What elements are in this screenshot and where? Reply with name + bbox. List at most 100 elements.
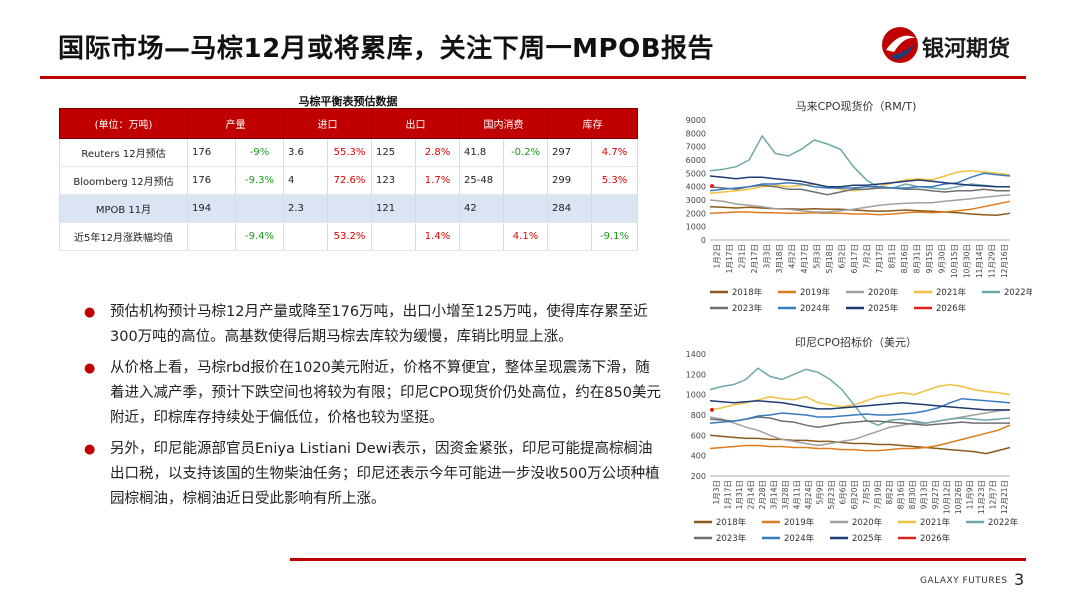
table-cell: 121: [371, 194, 416, 223]
x-tick-label: 7月2日: [862, 244, 871, 269]
table-cell: 123: [371, 166, 416, 195]
bullet-text: 预估机构预计马棕12月产量或降至176万吨，出口小增至125万吨，使得库存累至近…: [110, 304, 648, 345]
y-tick-label: 8000: [686, 129, 706, 138]
table-cell: 176: [187, 166, 236, 195]
series-line: [709, 200, 1011, 216]
row-label: 近5年12月涨跌幅均值: [59, 222, 188, 251]
chart-indonesia-cpo-svg: 印尼CPO招标价（美元） 200 400 600 800 1000 1200 1400 1月3日…: [686, 335, 1019, 544]
x-tick-label: 7月19日: [873, 480, 882, 509]
x-tick-label: 6月6日: [839, 480, 848, 505]
balance-table: (单位：万吨) 产量 进口 出口 国内消费 库存 Reuters 12月预估 1…: [59, 108, 638, 251]
y-tick-label: 9000: [686, 116, 706, 125]
x-tick-label: 8月1日: [887, 244, 896, 269]
x-tick-label: 10月15日: [950, 244, 959, 278]
table-cell: 2.3: [283, 194, 328, 223]
table-header: 进口: [283, 108, 372, 139]
table-cell-change: 1.7%: [415, 166, 460, 195]
page-number: 3: [1014, 570, 1025, 589]
x-tick-label: 9月30日: [937, 244, 946, 273]
table-cell: [283, 222, 328, 251]
y-tick-label: 400: [691, 452, 706, 461]
x-tick-label: 9月15日: [925, 244, 934, 273]
table-cell: [547, 222, 592, 251]
legend-label: 2025年: [868, 303, 899, 314]
x-tick-label: 10月30日: [962, 244, 971, 278]
series-line: [709, 175, 1010, 188]
y-tick-label: 5000: [686, 169, 706, 178]
table-cell: [459, 222, 504, 251]
bullet-text: 从价格上看，马棕rbd报价在1020美元附近，价格不算便宜，整体呈现震荡下滑，随…: [110, 360, 661, 426]
table-cell: [187, 222, 236, 251]
legend-label: 2022年: [1004, 287, 1032, 298]
series-line: [709, 424, 1011, 452]
table-cell: 4: [283, 166, 328, 195]
table-cell-change: 55.3%: [327, 138, 372, 167]
x-tick-label: 3月14日: [769, 480, 778, 509]
y-tick-label: 1000: [686, 223, 706, 232]
series-point: [710, 407, 714, 412]
bullet-item: ● 从价格上看，马棕rbd报价在1020美元附近，价格不算便宜，整体呈现震荡下滑…: [84, 356, 664, 431]
series-line: [709, 397, 1011, 424]
legend-label: 2026年: [920, 533, 951, 544]
x-tick-label: 1月3日: [712, 480, 721, 505]
table-cell: [371, 222, 416, 251]
x-tick-label: 11月14日: [975, 244, 984, 278]
table-cell-change: [503, 166, 548, 195]
page-title: 国际市场—马棕12月或将累库，关注下周一MPOB报告: [58, 34, 715, 64]
x-tick-label: 2月1日: [737, 244, 746, 269]
table-cell: 176: [187, 138, 236, 167]
x-tick-label: 11月9日: [966, 480, 975, 509]
table-cell: 41.8: [459, 138, 504, 167]
legend-label: 2025年: [852, 533, 883, 544]
legend-label: 2021年: [936, 287, 967, 298]
row-label: Bloomberg 12月预估: [59, 166, 188, 195]
x-tick-label: 6月20日: [850, 480, 859, 509]
legend-label: 2020年: [868, 287, 899, 298]
table-cell: [503, 194, 548, 223]
table-cell-change: 72.6%: [327, 166, 372, 195]
bullet-dot-icon: ●: [84, 305, 96, 320]
x-tick-label: 3月3日: [762, 244, 771, 269]
table-cell: 284: [547, 194, 592, 223]
table-row: Bloomberg 12月预估 176 -9.3% 4 72.6% 123 1.…: [59, 166, 638, 195]
table-header: 国内消费: [459, 108, 548, 139]
x-tick-label: 12月7日: [989, 480, 998, 509]
x-tick-label: 3月28日: [781, 480, 790, 509]
table-header: 库存: [547, 108, 638, 139]
bullet-dot-icon: ●: [84, 442, 96, 457]
x-tick-label: 12月21日: [1000, 480, 1009, 514]
legend-label: 2019年: [784, 517, 815, 528]
table-cell: [415, 194, 460, 223]
header-divider: [40, 76, 1026, 79]
footer-brand: GALAXY FUTURES: [920, 576, 1008, 586]
table-cell: 194: [187, 194, 236, 223]
legend-label: 2022年: [988, 517, 1019, 528]
x-tick-label: 12月16日: [1000, 244, 1009, 278]
y-tick-label: 1000: [686, 391, 706, 400]
y-tick-label: 6000: [686, 156, 706, 165]
x-tick-label: 4月11日: [793, 480, 802, 509]
table-cell-change: -9.3%: [235, 166, 284, 195]
table-row: 近5年12月涨跌幅均值 -9.4% 53.2% 1.4% 4.1% -9.1%: [59, 222, 638, 251]
series-line: [709, 434, 1011, 455]
chart-indonesia-cpo: 印尼CPO招标价（美元） 200 400 600 800 1000 1200 1400 1月3日…: [676, 334, 1032, 550]
x-tick-label: 5月9日: [816, 480, 825, 505]
x-tick-label: 2月17日: [750, 244, 759, 273]
table-cell-change: 5.3%: [591, 166, 638, 195]
brand-logo: [882, 27, 918, 63]
x-tick-label: 6月2日: [837, 244, 846, 269]
y-tick-label: 800: [691, 411, 706, 420]
y-tick-label: 2000: [686, 209, 706, 218]
x-tick-label: 2月14日: [746, 480, 755, 509]
table-header: 产量: [187, 108, 284, 139]
series-line: [709, 172, 1011, 192]
x-tick-label: 9月13日: [919, 480, 928, 509]
legend-label: 2026年: [936, 303, 967, 314]
y-tick-label: 1200: [686, 370, 706, 379]
x-tick-label: 7月17日: [875, 244, 884, 273]
x-tick-label: 6月17日: [850, 244, 859, 273]
table-cell-change: 4.7%: [591, 138, 638, 167]
x-tick-label: 8月16日: [900, 244, 909, 273]
table-cell-change: 53.2%: [327, 222, 372, 251]
table-cell: [327, 194, 372, 223]
